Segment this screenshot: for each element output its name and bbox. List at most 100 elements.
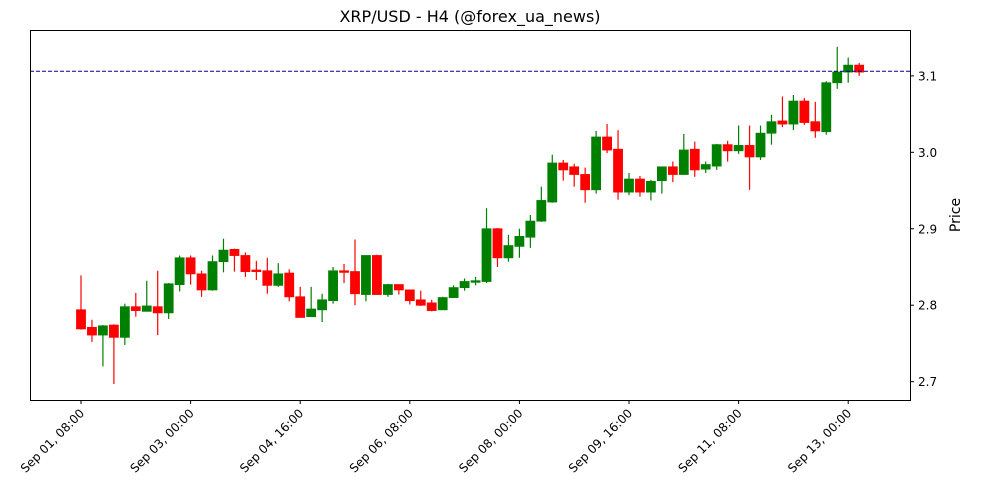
candle-body xyxy=(350,271,360,295)
candle xyxy=(229,248,240,272)
candle xyxy=(119,303,130,345)
candle xyxy=(667,161,678,183)
candle xyxy=(372,254,382,295)
x-tick-label: Sep 11, 08:00 xyxy=(675,406,744,475)
candle xyxy=(459,278,470,291)
candle-body xyxy=(711,144,722,167)
candle xyxy=(558,159,569,181)
candle-body xyxy=(174,257,185,285)
candle-body xyxy=(372,255,382,295)
candle-body xyxy=(854,64,865,73)
candle xyxy=(98,325,108,367)
candle-body xyxy=(163,283,174,314)
candle-body xyxy=(87,326,97,336)
candle xyxy=(635,176,645,197)
candle-body xyxy=(240,255,251,272)
candle-body xyxy=(459,281,470,289)
candle-body xyxy=(525,220,536,238)
candle xyxy=(689,141,700,177)
candle xyxy=(393,284,404,295)
candle-body xyxy=(503,245,514,259)
candle-body xyxy=(76,309,86,330)
candle-body xyxy=(810,121,821,132)
candle-body xyxy=(678,149,689,175)
candle xyxy=(448,285,459,298)
candle-body xyxy=(251,269,262,272)
candle-body xyxy=(481,228,492,282)
candle-body xyxy=(306,308,317,318)
candle xyxy=(481,208,492,284)
candle-body xyxy=(547,162,558,203)
axes: 2.7 2.8 2.9 3.0 3.1 Sep 01, 08:00 Sep 03, 00:0… xyxy=(18,69,937,475)
candle xyxy=(525,215,536,248)
candle xyxy=(284,269,295,302)
candle xyxy=(185,255,196,285)
candle xyxy=(130,292,141,317)
candle-body xyxy=(470,280,481,283)
candle xyxy=(196,270,207,297)
candle xyxy=(810,101,821,138)
candle-body xyxy=(788,100,799,125)
candle xyxy=(733,125,744,154)
candle-body xyxy=(613,148,623,193)
candle xyxy=(580,167,591,203)
candle-body xyxy=(339,270,349,273)
candle xyxy=(766,114,777,145)
candle-body xyxy=(218,249,229,263)
candle-body xyxy=(832,71,843,84)
candle-body xyxy=(602,136,612,151)
chart-title: XRP/USD - H4 (@forex_ua_news) xyxy=(339,7,600,27)
candle xyxy=(382,283,393,297)
candle xyxy=(569,163,580,187)
candle-body xyxy=(317,299,328,311)
candle xyxy=(350,239,360,306)
y-tick-label: 3.0 xyxy=(918,146,937,160)
candle xyxy=(678,133,689,175)
candle xyxy=(492,227,503,267)
candle-body xyxy=(722,144,733,152)
candle-body xyxy=(185,257,196,275)
candle xyxy=(437,296,448,311)
candle xyxy=(854,62,865,76)
candle xyxy=(87,319,97,342)
y-tick-label: 2.9 xyxy=(918,222,937,236)
candle-body xyxy=(328,270,338,302)
candle-body xyxy=(361,255,371,295)
candle-body xyxy=(700,164,711,170)
candle xyxy=(624,172,634,196)
candle-body xyxy=(119,306,130,338)
candle xyxy=(744,125,755,190)
x-tick-label: Sep 13, 00:00 xyxy=(785,406,854,475)
candle xyxy=(152,270,163,336)
candle-body xyxy=(821,82,832,133)
x-tick-label: Sep 03, 00:00 xyxy=(127,406,196,475)
candle xyxy=(218,238,229,273)
candle-body xyxy=(426,302,437,311)
candle-body xyxy=(273,273,284,286)
candle xyxy=(317,293,328,323)
candle-body xyxy=(744,145,755,158)
candle-body xyxy=(284,272,295,298)
candle xyxy=(262,257,273,294)
candle-body xyxy=(569,166,580,175)
candle-body xyxy=(777,120,788,125)
candle xyxy=(76,275,86,330)
candle-body xyxy=(843,64,854,73)
candle-body xyxy=(689,148,700,171)
candle-body xyxy=(415,299,426,306)
candle-body xyxy=(646,180,656,193)
candle xyxy=(799,98,810,125)
candle xyxy=(602,124,612,154)
candle xyxy=(306,286,317,318)
candle xyxy=(788,94,799,131)
candle xyxy=(361,255,371,302)
candle-body xyxy=(635,178,645,193)
candle-body xyxy=(229,249,240,256)
candle xyxy=(426,299,437,312)
x-tick-label: Sep 08, 00:00 xyxy=(456,406,525,475)
candle xyxy=(591,130,602,194)
candle xyxy=(251,260,262,280)
candle xyxy=(339,263,349,284)
candle-body xyxy=(766,121,777,134)
